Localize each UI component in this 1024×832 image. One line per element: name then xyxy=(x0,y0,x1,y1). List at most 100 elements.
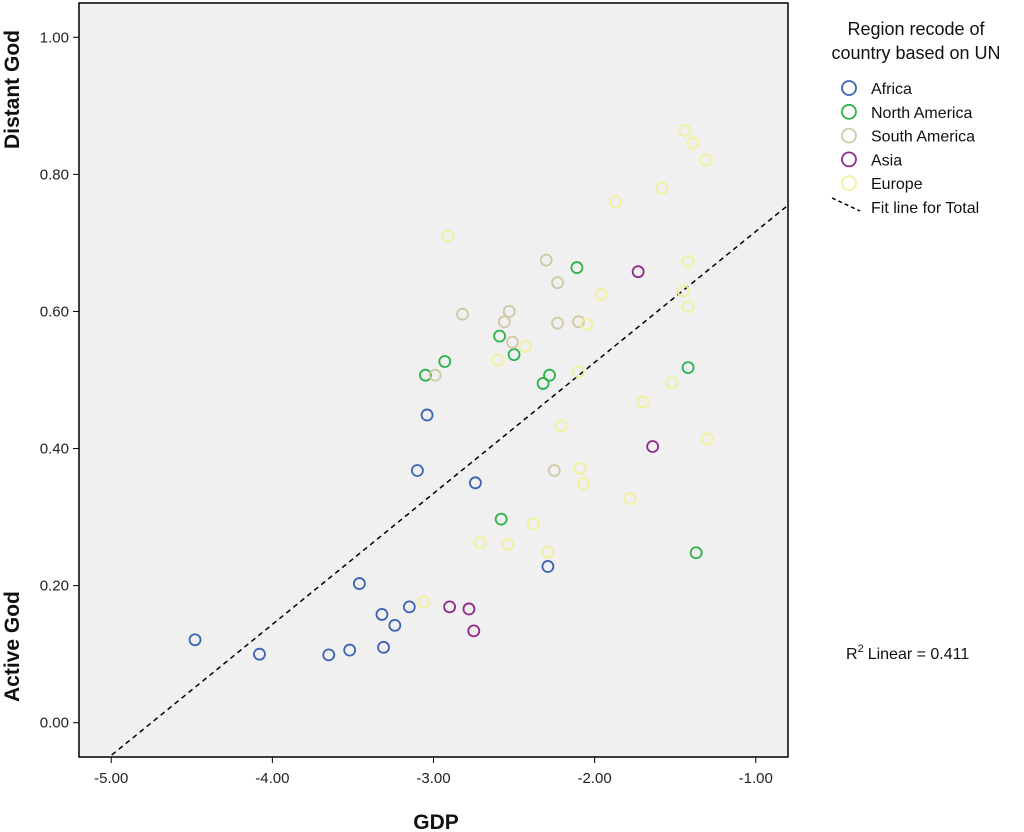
point-africa xyxy=(253,647,266,661)
point-europe xyxy=(580,318,593,331)
y-tick-label: 0.00 xyxy=(40,715,69,732)
point-europe xyxy=(594,287,608,301)
point-north-america xyxy=(543,368,556,382)
point-europe xyxy=(572,365,585,379)
legend-marker-africa xyxy=(841,80,857,96)
legend-label-africa: Africa xyxy=(871,81,912,98)
point-europe xyxy=(681,255,695,268)
y-axis-title-bottom: Active God xyxy=(1,591,24,702)
legend-marker-asia xyxy=(841,151,857,168)
point-asia xyxy=(467,624,481,638)
point-europe xyxy=(681,300,695,314)
legend-label-north-america: North America xyxy=(871,105,972,122)
point-south-america xyxy=(551,276,564,290)
y-tick-label: 0.80 xyxy=(40,166,69,183)
legend-label-asia: Asia xyxy=(871,152,902,169)
point-north-america xyxy=(570,261,584,274)
point-south-america xyxy=(456,307,469,321)
y-axis-ticks: 0.00 0.20 0.40 0.60 0.80 1.00 xyxy=(40,29,79,732)
point-europe xyxy=(554,419,568,433)
point-africa xyxy=(377,640,390,654)
legend-fit-label: Fit line for Total xyxy=(871,200,979,217)
point-africa xyxy=(322,648,336,662)
point-north-america xyxy=(438,355,452,368)
x-tick-label: -1.00 xyxy=(739,770,773,787)
point-north-america xyxy=(536,377,550,390)
point-south-america xyxy=(572,315,585,329)
y-tick-label: 0.40 xyxy=(40,441,69,458)
point-africa xyxy=(410,464,424,477)
point-north-america xyxy=(493,329,506,343)
point-europe xyxy=(609,195,622,209)
point-south-america xyxy=(547,464,561,477)
x-tick-label: -2.00 xyxy=(578,770,612,787)
point-europe xyxy=(501,538,515,551)
point-south-america xyxy=(428,368,442,382)
point-europe xyxy=(686,136,700,150)
data-points xyxy=(188,124,714,662)
point-europe xyxy=(527,517,540,531)
point-europe xyxy=(473,536,487,549)
x-tick-label: -4.00 xyxy=(255,770,289,787)
point-europe xyxy=(518,340,532,353)
point-europe xyxy=(665,376,679,390)
point-europe xyxy=(623,492,637,505)
y-tick-label: 0.20 xyxy=(40,578,69,595)
point-europe xyxy=(576,477,590,490)
y-axis-title-top: Distant God xyxy=(1,30,24,149)
x-axis-title: GDP xyxy=(413,811,459,832)
point-north-america xyxy=(681,361,695,375)
point-europe xyxy=(417,595,431,609)
point-north-america xyxy=(689,546,703,560)
legend-fit-line-sample xyxy=(831,197,861,212)
point-north-america xyxy=(507,348,521,362)
point-africa xyxy=(420,408,434,422)
point-south-america xyxy=(539,253,553,267)
point-europe xyxy=(655,181,669,195)
point-europe xyxy=(676,284,690,298)
point-africa xyxy=(188,633,202,647)
x-tick-label: -5.00 xyxy=(94,770,128,787)
x-axis-ticks: -5.00 -4.00 -3.00 -2.00 -1.00 xyxy=(94,757,773,787)
point-asia xyxy=(631,265,645,279)
point-asia xyxy=(443,600,457,614)
point-europe xyxy=(699,153,713,167)
point-africa xyxy=(402,600,416,614)
r2-superscript: 2 xyxy=(858,643,864,655)
point-europe xyxy=(573,462,587,475)
point-europe xyxy=(701,432,714,446)
point-africa xyxy=(343,643,357,657)
point-africa xyxy=(352,577,366,590)
point-south-america xyxy=(502,305,516,318)
point-africa xyxy=(388,618,402,632)
legend-label-south-america: South America xyxy=(871,129,975,146)
point-north-america xyxy=(419,368,432,382)
r2-annotation: R2 Linear = 0.411 xyxy=(846,643,969,663)
point-asia xyxy=(646,440,660,453)
point-europe xyxy=(491,353,505,367)
legend-title-line-1: Region recode of xyxy=(847,19,985,39)
y-tick-label: 1.00 xyxy=(40,29,69,46)
r2-symbol: R xyxy=(846,646,858,663)
point-south-america xyxy=(551,316,564,330)
legend-marker-north-america xyxy=(841,103,857,120)
point-north-america xyxy=(494,512,508,526)
fit-line xyxy=(108,204,788,757)
point-europe xyxy=(541,545,555,559)
legend-marker-south-america xyxy=(841,127,857,144)
legend-marker-europe xyxy=(841,175,857,192)
point-africa xyxy=(468,476,482,490)
point-africa xyxy=(375,608,389,621)
legend-label-europe: Europe xyxy=(871,176,923,193)
point-south-america xyxy=(506,335,519,349)
point-europe xyxy=(441,229,455,243)
legend-title-line-2: country based on UN xyxy=(831,43,1000,63)
point-europe xyxy=(678,124,692,137)
r2-label: Linear = 0.411 xyxy=(868,646,970,663)
x-tick-label: -3.00 xyxy=(416,770,450,787)
point-asia xyxy=(462,602,476,616)
point-europe xyxy=(636,395,650,409)
legend-items: Africa North America South America Asia Euro… xyxy=(841,80,975,193)
point-africa xyxy=(541,560,555,573)
